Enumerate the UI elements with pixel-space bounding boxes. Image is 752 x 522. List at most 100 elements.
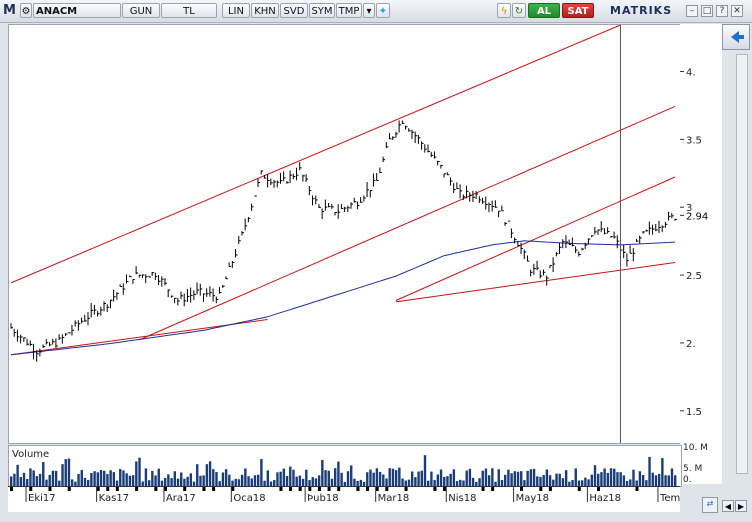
volume-bar	[388, 468, 391, 486]
volume-bar	[279, 471, 282, 486]
date-tick-mark	[539, 487, 543, 491]
volume-bar	[520, 471, 523, 486]
volume-bar	[459, 479, 462, 486]
volume-bar	[180, 472, 183, 486]
volume-bar	[38, 473, 42, 486]
dropdown-icon[interactable]: ▾	[363, 3, 375, 18]
scroll-left-icon[interactable]: ◀	[722, 500, 734, 512]
volume-bar	[86, 480, 90, 486]
volume-bar	[64, 459, 67, 486]
volume-canvas	[10, 455, 677, 486]
scrollbar[interactable]	[736, 54, 748, 474]
volume-bar	[580, 480, 584, 486]
volume-bar	[234, 478, 237, 486]
volume-bar	[584, 477, 587, 486]
period-button[interactable]: GUN	[122, 3, 160, 18]
volume-bar	[484, 468, 488, 486]
twitter-icon[interactable]: ✦	[376, 3, 390, 18]
volume-bar	[529, 469, 533, 486]
sell-button[interactable]: SAT	[562, 3, 594, 18]
y-tick-label: 3.5	[686, 135, 702, 146]
volume-bar	[561, 478, 565, 486]
volume-bar	[446, 476, 449, 486]
scroll-right-icon[interactable]: ▶	[735, 500, 747, 512]
price-chart[interactable]	[8, 24, 682, 444]
volume-bar	[616, 472, 619, 486]
currency-button[interactable]: TL	[161, 3, 217, 18]
volume-bar	[228, 474, 231, 486]
sym-button[interactable]: SYM	[309, 3, 335, 18]
linear-button[interactable]: LIN	[222, 3, 250, 18]
settings-icon[interactable]: ⚙	[20, 3, 32, 18]
volume-bar	[321, 459, 324, 486]
date-tick-mark	[202, 487, 206, 491]
volume-bar	[10, 476, 13, 486]
volume-bar	[487, 475, 491, 486]
tmp-button[interactable]: TMP	[336, 3, 362, 18]
khn-button[interactable]: KHN	[251, 3, 279, 18]
y-tick-label: 2.	[686, 339, 696, 350]
moving-average-line	[10, 240, 676, 356]
date-label: Eki17	[28, 493, 56, 504]
volume-bar	[96, 472, 100, 486]
date-label: Þub18	[307, 493, 338, 504]
volume-tick-label: 0.	[683, 475, 692, 484]
volume-bar	[199, 475, 202, 486]
volume-bar	[568, 481, 571, 486]
volume-bar	[670, 468, 674, 486]
volume-bar	[253, 475, 257, 486]
volume-bar	[449, 473, 452, 486]
date-tick-mark	[317, 487, 321, 491]
minimize-icon[interactable]: –	[686, 5, 698, 17]
volume-bar	[404, 480, 407, 486]
volume-bar	[622, 475, 626, 486]
restore-icon[interactable]: □	[701, 5, 713, 17]
svd-button[interactable]: SVD	[280, 3, 308, 18]
volume-bar	[202, 475, 205, 486]
date-label: May18	[516, 493, 549, 504]
volume-bar	[138, 457, 141, 486]
date-tick-mark	[96, 487, 100, 491]
close-icon[interactable]: ✕	[731, 5, 743, 17]
volume-bar	[420, 470, 423, 486]
volume-bar	[170, 478, 173, 486]
refresh-icon[interactable]: ↻	[512, 3, 526, 18]
volume-bar	[61, 464, 64, 486]
volume-bar	[317, 475, 321, 486]
volume-bar	[648, 456, 651, 486]
date-tick-mark	[289, 487, 293, 491]
volume-bar	[593, 465, 597, 486]
volume-bar	[125, 473, 128, 486]
volume-bar	[385, 478, 388, 486]
volume-bar	[93, 471, 96, 486]
date-tick-mark	[597, 487, 601, 491]
volume-bar	[497, 469, 500, 486]
volume-bar	[481, 470, 484, 486]
volume-bar	[366, 472, 369, 486]
volume-bar	[112, 472, 116, 486]
volume-bar	[645, 480, 648, 486]
y-tick-label: 2.5	[686, 271, 702, 282]
sync-icon[interactable]: ⇄	[702, 497, 718, 513]
date-tick-mark	[366, 487, 370, 491]
volume-bar	[157, 468, 160, 486]
date-tick-mark	[356, 487, 360, 491]
lightning-icon[interactable]: ϟ	[497, 3, 511, 18]
volume-bar	[353, 478, 356, 486]
volume-bar	[635, 480, 638, 486]
volume-bar	[205, 464, 209, 486]
help-icon[interactable]: ?	[716, 5, 728, 17]
volume-bar	[613, 468, 616, 486]
buy-button[interactable]: AL	[528, 3, 560, 18]
volume-bar	[135, 461, 138, 486]
volume-bar	[308, 480, 311, 486]
volume-bar	[439, 469, 443, 486]
volume-tick-label: 10. M	[683, 443, 708, 453]
collapse-panel-button[interactable]	[722, 24, 750, 50]
volume-bar	[67, 458, 71, 486]
volume-bar	[163, 477, 167, 486]
date-tick-mark	[635, 487, 639, 491]
symbol-field[interactable]: ANACM	[33, 3, 121, 18]
volume-bar	[606, 472, 610, 486]
date-label: Haz18	[589, 493, 621, 504]
